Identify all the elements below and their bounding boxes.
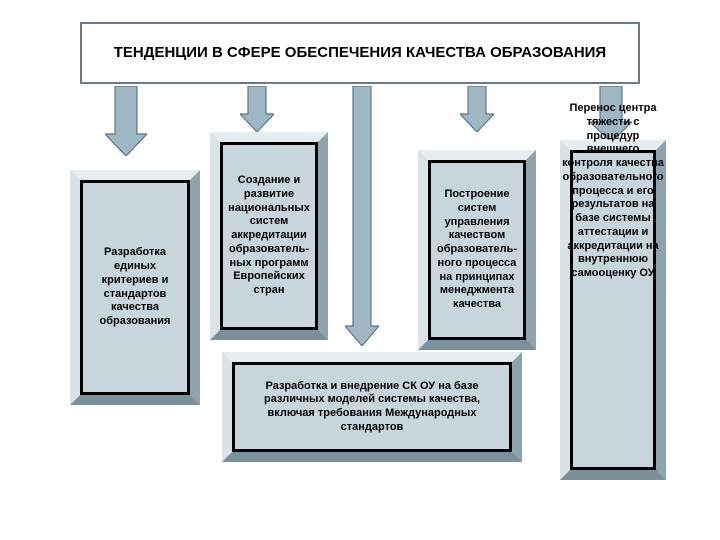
arrow-2 [240,86,274,132]
arrow-1 [105,86,147,156]
box-4-text: Построение систем управления качеством о… [437,188,517,312]
box-5 [560,140,666,480]
diagram-title-text: ТЕНДЕНЦИИ В СФЕРЕ ОБЕСПЕЧЕНИЯ КАЧЕСТВА О… [114,43,606,63]
box-3: Разработка и внедрение СК ОУ на базе раз… [222,352,522,462]
arrow-5 [590,86,632,142]
box-1-text: Разработка единых критериев и стандартов… [94,246,176,329]
box-4: Построение систем управления качеством о… [418,150,536,350]
box-3-text: Разработка и внедрение СК ОУ на базе раз… [246,380,498,435]
arrow-4 [460,86,494,132]
box-1: Разработка единых критериев и стандартов… [70,170,200,405]
box-2: Создание и развитие национальных систем … [210,132,328,340]
diagram-title: ТЕНДЕНЦИИ В СФЕРЕ ОБЕСПЕЧЕНИЯ КАЧЕСТВА О… [80,22,640,84]
box-2-text: Создание и развитие национальных систем … [228,174,310,298]
arrow-3 [345,86,379,346]
